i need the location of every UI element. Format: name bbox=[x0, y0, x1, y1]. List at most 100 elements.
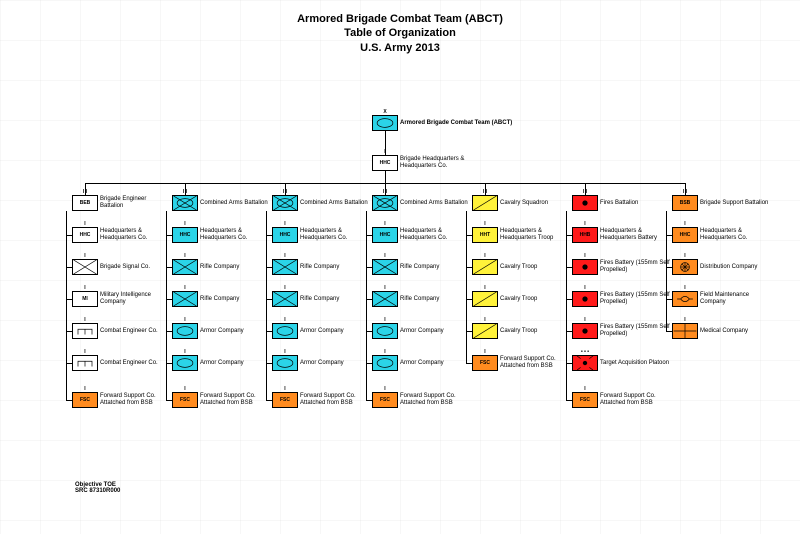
unit-label: Armor Company bbox=[400, 328, 444, 335]
title-line2: Table of Organization bbox=[0, 26, 800, 40]
unit-symbol: I HHC bbox=[272, 227, 298, 243]
unit-symbol: I bbox=[72, 355, 98, 371]
title-line1: Armored Brigade Combat Team (ABCT) bbox=[0, 12, 800, 26]
unit-node: I Fires Battery (155mm Self Propelled) bbox=[572, 323, 670, 339]
unit-node: I Rifle Company bbox=[372, 291, 439, 307]
unit-symbol: I FSC bbox=[72, 392, 98, 408]
battalion-header: I I Cavalry Squadron bbox=[472, 195, 548, 211]
unit-symbol: I FSC bbox=[372, 392, 398, 408]
unit-node: I HHC Headquarters & Headquarters Co. bbox=[172, 227, 270, 243]
unit-symbol: I bbox=[172, 323, 198, 339]
unit-symbol: I bbox=[172, 291, 198, 307]
unit-label: Field Maintenance Company bbox=[700, 292, 770, 305]
unit-label: Military Intelligence Company bbox=[100, 292, 170, 305]
unit-label: Brigade Signal Co. bbox=[100, 264, 150, 271]
root-node: X Armored Brigade Combat Team (ABCT) bbox=[372, 115, 512, 131]
bn-symbol: I I bbox=[172, 195, 198, 211]
unit-symbol: I bbox=[172, 355, 198, 371]
unit-node: I HHT Headquarters & Headquarters Troop bbox=[472, 227, 570, 243]
root-label: Armored Brigade Combat Team (ABCT) bbox=[400, 120, 512, 127]
unit-node: I HHC Headquarters & Headquarters Co. bbox=[272, 227, 370, 243]
unit-symbol: I bbox=[572, 323, 598, 339]
unit-label: Forward Support Co. Attatched from BSB bbox=[600, 393, 670, 406]
bn-symbol: I I BEB bbox=[72, 195, 98, 211]
hhc-label: Brigade Headquarters & Headquarters Co. bbox=[400, 156, 470, 169]
unit-node: I Rifle Company bbox=[372, 259, 439, 275]
unit-node: I HHC Headquarters & Headquarters Co. bbox=[372, 227, 470, 243]
battalion-header: I I BSB Brigade Support Battalion bbox=[672, 195, 768, 211]
bn-symbol: I I BSB bbox=[672, 195, 698, 211]
unit-label: Fires Battery (155mm Self Propelled) bbox=[600, 260, 670, 273]
unit-node: I Rifle Company bbox=[272, 259, 339, 275]
unit-node: I HHC Headquarters & Headquarters Co. bbox=[672, 227, 770, 243]
brigade-hhc: I HHC Brigade Headquarters & Headquarter… bbox=[372, 155, 470, 171]
unit-node: I FSC Forward Support Co. Attatched from… bbox=[272, 392, 370, 408]
connector bbox=[266, 211, 267, 400]
unit-label: Rifle Company bbox=[400, 296, 439, 303]
unit-label: Headquarters & Headquarters Co. bbox=[300, 228, 370, 241]
unit-symbol: I bbox=[372, 259, 398, 275]
bn-symbol: I I bbox=[572, 195, 598, 211]
unit-node: I Brigade Signal Co. bbox=[72, 259, 150, 275]
footer: Objective TOE SRC 87310R000 bbox=[75, 482, 120, 494]
unit-label: Fires Battery (155mm Self Propelled) bbox=[600, 292, 670, 305]
unit-node: I HHC Headquarters & Headquarters Co. bbox=[72, 227, 170, 243]
unit-node: I Armor Company bbox=[272, 355, 344, 371]
bn-symbol: I I bbox=[472, 195, 498, 211]
chart-title: Armored Brigade Combat Team (ABCT) Table… bbox=[0, 0, 800, 55]
bn-label: Cavalry Squadron bbox=[500, 200, 548, 207]
unit-node: I FSC Forward Support Co. Attatched from… bbox=[72, 392, 170, 408]
unit-label: Forward Support Co. Attatched from BSB bbox=[400, 393, 470, 406]
unit-symbol: I bbox=[72, 259, 98, 275]
connector bbox=[166, 211, 167, 400]
unit-symbol: I bbox=[272, 259, 298, 275]
footer-line2: SRC 87310R000 bbox=[75, 488, 120, 494]
bn-label: Combined Arms Battalion bbox=[400, 200, 468, 207]
battalion-header: I I BEB Brigade Engineer Battalion bbox=[72, 195, 170, 211]
unit-symbol: I HHB bbox=[572, 227, 598, 243]
unit-node: I Rifle Company bbox=[172, 291, 239, 307]
unit-label: Rifle Company bbox=[200, 296, 239, 303]
unit-node: I Armor Company bbox=[372, 323, 444, 339]
unit-node: I Armor Company bbox=[272, 323, 344, 339]
unit-symbol: I bbox=[672, 291, 698, 307]
battalion-header: I I Combined Arms Battalion bbox=[272, 195, 368, 211]
unit-symbol: I bbox=[472, 291, 498, 307]
unit-node: • • • Target Acquisition Platoon bbox=[572, 355, 669, 371]
unit-node: I Armor Company bbox=[172, 323, 244, 339]
root-echelon: X bbox=[373, 109, 397, 115]
bn-label: Combined Arms Battalion bbox=[300, 200, 368, 207]
battalion-header: I I Fires Battalion bbox=[572, 195, 638, 211]
unit-symbol: I bbox=[372, 323, 398, 339]
unit-label: Headquarters & Headquarters Troop bbox=[500, 228, 570, 241]
unit-label: Forward Support Co. Attatched from BSB bbox=[300, 393, 370, 406]
unit-symbol: I FSC bbox=[172, 392, 198, 408]
connector bbox=[366, 211, 367, 400]
unit-label: Combat Engineer Co. bbox=[100, 328, 158, 335]
unit-symbol: • • • bbox=[572, 355, 598, 371]
unit-label: Medical Company bbox=[700, 328, 748, 335]
root-symbol: X bbox=[372, 115, 398, 131]
unit-label: Cavalry Troop bbox=[500, 328, 537, 335]
unit-label: Armor Company bbox=[400, 360, 444, 367]
hhc-symbol: I HHC bbox=[372, 155, 398, 171]
bn-label: Fires Battalion bbox=[600, 200, 638, 207]
unit-symbol: I bbox=[572, 259, 598, 275]
unit-node: I Field Maintenance Company bbox=[672, 291, 770, 307]
unit-node: I FSC Forward Support Co. Attatched from… bbox=[572, 392, 670, 408]
unit-label: Armor Company bbox=[300, 328, 344, 335]
unit-node: I Rifle Company bbox=[272, 291, 339, 307]
unit-label: Rifle Company bbox=[400, 264, 439, 271]
unit-symbol: I FSC bbox=[272, 392, 298, 408]
unit-symbol: I bbox=[672, 259, 698, 275]
unit-label: Target Acquisition Platoon bbox=[600, 360, 669, 367]
bn-symbol: I I bbox=[372, 195, 398, 211]
unit-node: I Armor Company bbox=[172, 355, 244, 371]
unit-node: I Rifle Company bbox=[172, 259, 239, 275]
connector bbox=[66, 211, 67, 400]
unit-symbol: I bbox=[272, 355, 298, 371]
unit-label: Cavalry Troop bbox=[500, 264, 537, 271]
connector bbox=[385, 131, 386, 155]
unit-node: I Cavalry Troop bbox=[472, 323, 537, 339]
unit-label: Headquarters & Headquarters Co. bbox=[100, 228, 170, 241]
